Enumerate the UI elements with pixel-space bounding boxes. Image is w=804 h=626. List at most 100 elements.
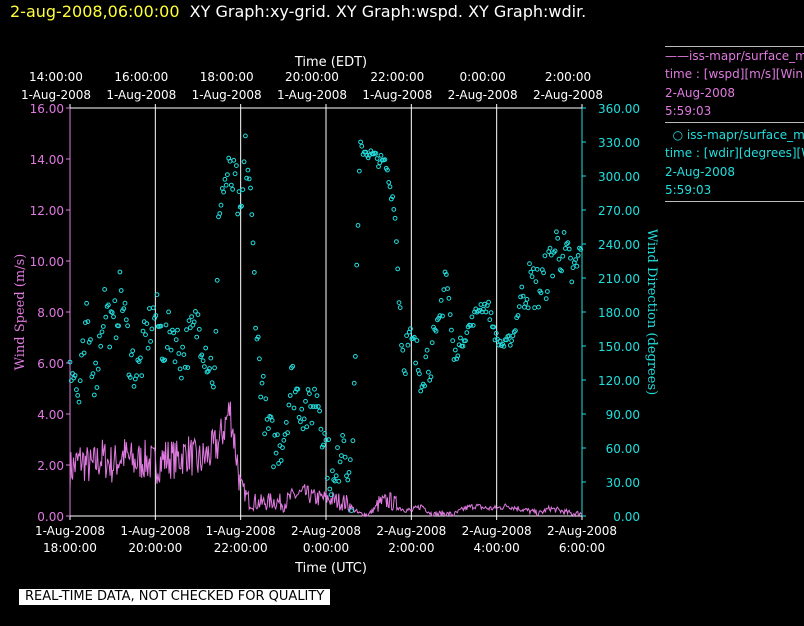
wind-direction-point	[318, 426, 324, 432]
legend-series-name: iss-mapr/surface_m	[686, 128, 804, 143]
wind-direction-point	[75, 393, 81, 398]
wind-direction-point	[199, 352, 205, 358]
wind-direction-point	[250, 240, 256, 246]
wind-direction-point	[162, 357, 168, 363]
top-tick-time: 20:00:00	[285, 70, 339, 84]
wind-direction-point	[394, 239, 399, 245]
wind-direction-point	[561, 230, 567, 235]
wind-direction-point	[312, 386, 317, 392]
wind-direction-point	[452, 347, 458, 353]
wind-direction-point	[545, 289, 550, 294]
wind-direction-point	[470, 323, 476, 328]
wind-direction-point	[203, 345, 209, 351]
wind-direction-point	[211, 384, 216, 390]
wind-direction-point	[291, 405, 297, 411]
bottom-tick-time: 6:00:00	[559, 541, 605, 555]
top-tick-date: 1-Aug-2008	[362, 88, 432, 102]
right-tick-label: 330.00	[598, 136, 640, 150]
right-tick-label: 60.00	[606, 442, 640, 456]
wind-direction-point	[187, 325, 193, 331]
wind-direction-point	[516, 304, 522, 310]
legend: ——iss-mapr/surface_m time : [wspd][m/s][…	[665, 46, 804, 203]
wind-direction-point	[285, 430, 291, 436]
wind-direction-point	[85, 319, 91, 325]
wind-direction-point	[208, 355, 214, 361]
wind-direction-point	[559, 268, 564, 274]
wind-direction-point	[414, 338, 420, 343]
wind-direction-point	[528, 269, 534, 275]
wind-direction-point	[336, 478, 342, 484]
wind-direction-point	[450, 338, 456, 344]
quality-disclaimer: REAL-TIME DATA, NOT CHECKED FOR QUALITY	[19, 589, 331, 605]
wind-direction-point	[145, 345, 151, 351]
left-tick-label: 16.00	[30, 102, 64, 116]
wind-direction-point	[308, 404, 314, 409]
wind-direction-point	[71, 375, 77, 381]
wind-direction-point	[304, 424, 310, 430]
bottom-tick-date: 1-Aug-2008	[120, 524, 190, 538]
wind-direction-point	[351, 380, 357, 386]
wind-direction-point	[326, 437, 332, 443]
wind-direction-point	[184, 327, 189, 333]
wind-direction-point	[570, 265, 576, 271]
header-graph-list: XY Graph:xy-grid. XY Graph:wspd. XY Grap…	[189, 2, 587, 21]
wind-direction-point	[387, 184, 393, 190]
wind-direction-point	[574, 263, 580, 269]
wind-direction-point	[513, 328, 518, 334]
line-marker-icon: ——	[665, 49, 689, 63]
left-tick-label: 10.00	[30, 255, 64, 269]
right-tick-label: 360.00	[598, 102, 640, 116]
wind-direction-point	[405, 342, 411, 348]
wind-direction-point	[80, 338, 86, 344]
legend-entry-wind-speed[interactable]: ——iss-mapr/surface_m time : [wspd][m/s][…	[665, 46, 804, 124]
wind-direction-point	[321, 442, 326, 448]
wind-direction-point	[356, 168, 362, 174]
wind-direction-point	[523, 301, 529, 306]
wind-direction-point	[127, 375, 133, 380]
wind-direction-point	[451, 357, 457, 362]
wind-direction-point	[109, 310, 115, 315]
left-tick-label: 6.00	[37, 357, 64, 371]
wind-direction-point	[458, 335, 463, 341]
wind-direction-point	[468, 323, 474, 328]
wind-direction-point	[507, 342, 513, 348]
top-tick-date: 2-Aug-2008	[448, 88, 518, 102]
wind-direction-point	[134, 373, 140, 379]
wind-direction-point	[543, 296, 549, 302]
wind-direction-point	[275, 432, 280, 438]
wind-direction-point	[339, 453, 344, 459]
wind-direction-point	[232, 171, 238, 177]
legend-series-time: 5:59:03	[665, 183, 712, 198]
wind-direction-point	[533, 279, 539, 285]
legend-entry-wind-direction[interactable]: ○ iss-mapr/surface_m time : [wdir][degre…	[665, 126, 804, 203]
wind-direction-point	[72, 373, 78, 378]
wind-direction-point	[186, 318, 192, 324]
wind-direction-point	[264, 416, 270, 422]
wind-direction-point	[143, 332, 148, 338]
wind-direction-point	[68, 378, 74, 384]
wind-direction-point	[191, 319, 197, 325]
wind-direction-point	[138, 355, 143, 361]
wind-direction-point	[153, 313, 159, 318]
wind-direction-point	[538, 290, 544, 296]
circle-marker-icon: ○	[665, 128, 687, 143]
wind-direction-point	[353, 354, 358, 359]
wind-direction-point	[566, 246, 572, 252]
top-axis: 14:00:00 1-Aug-2008 16:00:00 1-Aug-2008 18:0…	[21, 70, 603, 108]
wind-direction-point	[196, 326, 202, 332]
bottom-tick-time: 20:00:00	[128, 541, 182, 555]
grid-lines	[154, 108, 498, 516]
wind-direction-point	[509, 338, 515, 344]
bottom-tick-date: 2-Aug-2008	[291, 524, 361, 538]
bottom-tick-time: 0:00:00	[303, 541, 349, 555]
wind-direction-point	[182, 364, 188, 370]
wind-direction-point	[223, 182, 229, 188]
wind-direction-point	[84, 300, 89, 306]
left-tick-label: 2.00	[37, 459, 64, 473]
wind-direction-point	[299, 406, 305, 412]
wind-direction-point	[278, 458, 284, 463]
top-tick-time: 16:00:00	[114, 70, 168, 84]
wind-direction-point	[443, 272, 449, 277]
wind-direction-point	[422, 383, 428, 389]
wind-direction-point	[315, 404, 321, 409]
